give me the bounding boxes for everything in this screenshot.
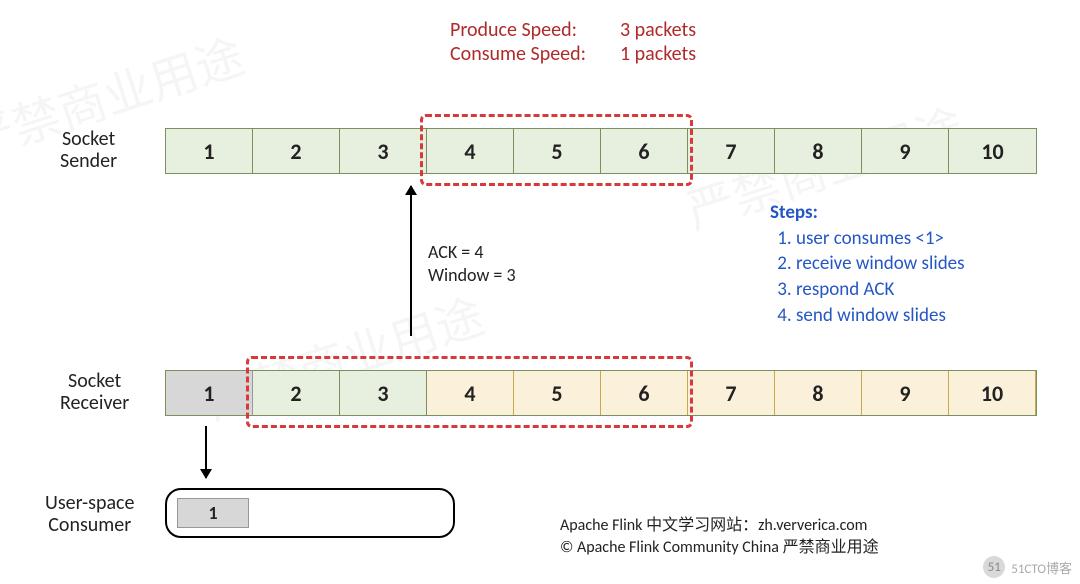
consumer-label: User-space Consumer bbox=[45, 492, 134, 536]
step-item: send window slides bbox=[796, 303, 965, 329]
receiver-label-l2: Receiver bbox=[60, 392, 129, 414]
consume-speed-value: 1 packets bbox=[620, 42, 696, 66]
sender-label-l2: Sender bbox=[60, 150, 117, 172]
buffer-cell: 10 bbox=[949, 371, 1036, 415]
buffer-cell: 1 bbox=[166, 129, 253, 173]
consumer-box: 1 bbox=[165, 488, 455, 538]
steps-heading: Steps: bbox=[770, 200, 965, 226]
produce-speed-label: Produce Speed: bbox=[450, 18, 620, 42]
buffer-cell: 8 bbox=[775, 129, 862, 173]
blog-watermark: 51 51CTO博客 bbox=[983, 556, 1072, 578]
speed-info: Produce Speed: 3 packets Consume Speed: … bbox=[450, 18, 696, 66]
buffer-cell: 7 bbox=[688, 371, 775, 415]
consume-speed-label: Consume Speed: bbox=[450, 42, 620, 66]
credit-text: Apache Flink 中文学习网站：zh.ververica.com © A… bbox=[560, 515, 879, 558]
blog-icon: 51 bbox=[983, 556, 1005, 578]
buffer-cell: 10 bbox=[949, 129, 1036, 173]
consumer-label-l1: User-space bbox=[45, 492, 134, 514]
buffer-cell: 8 bbox=[775, 371, 862, 415]
buffer-cell: 1 bbox=[166, 371, 253, 415]
consumer-arrow bbox=[205, 426, 207, 478]
ack-line1: ACK = 4 bbox=[428, 241, 516, 264]
blog-text: 51CTO博客 bbox=[1011, 558, 1072, 577]
sender-label-l1: Socket bbox=[60, 128, 117, 150]
receiver-label-l1: Socket bbox=[60, 370, 129, 392]
sender-label: Socket Sender bbox=[60, 128, 117, 172]
steps-block: Steps: user consumes <1>receive window s… bbox=[770, 200, 965, 328]
credit-l2: © Apache Flink Community China 严禁商业用途 bbox=[560, 537, 879, 559]
receiver-label: Socket Receiver bbox=[60, 370, 129, 414]
step-item: receive window slides bbox=[796, 251, 965, 277]
consumer-cell: 1 bbox=[177, 498, 249, 528]
ack-arrow bbox=[410, 186, 412, 336]
steps-list: user consumes <1>receive window slidesre… bbox=[770, 226, 965, 329]
credit-l1: Apache Flink 中文学习网站：zh.ververica.com bbox=[560, 515, 879, 537]
consumer-label-l2: Consumer bbox=[45, 514, 134, 536]
buffer-cell: 3 bbox=[340, 129, 427, 173]
sender-window bbox=[420, 114, 693, 186]
ack-text: ACK = 4 Window = 3 bbox=[428, 241, 516, 286]
buffer-cell: 9 bbox=[862, 129, 949, 173]
receiver-window bbox=[246, 356, 693, 428]
step-item: respond ACK bbox=[796, 277, 965, 303]
buffer-cell: 2 bbox=[253, 129, 340, 173]
step-item: user consumes <1> bbox=[796, 226, 965, 252]
produce-speed-value: 3 packets bbox=[620, 18, 696, 42]
buffer-cell: 9 bbox=[862, 371, 949, 415]
buffer-cell: 7 bbox=[688, 129, 775, 173]
ack-line2: Window = 3 bbox=[428, 264, 516, 287]
